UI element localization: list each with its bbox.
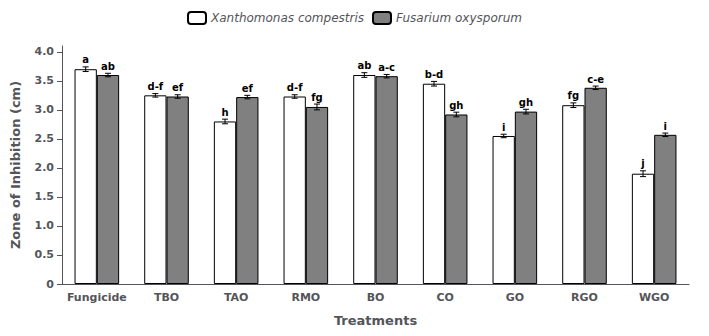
svg-text:2.0: 2.0 <box>35 161 55 174</box>
svg-text:Zone of Inhibition (cm): Zone of Inhibition (cm) <box>8 81 23 249</box>
svg-text:1.0: 1.0 <box>35 219 55 232</box>
svg-text:2.5: 2.5 <box>35 132 55 145</box>
svg-text:d-f: d-f <box>148 81 164 92</box>
svg-text:b-d: b-d <box>425 69 443 80</box>
svg-text:3.0: 3.0 <box>35 103 55 116</box>
svg-text:3.5: 3.5 <box>35 74 55 87</box>
svg-text:fg: fg <box>311 92 323 103</box>
svg-text:RGO: RGO <box>571 291 598 304</box>
svg-text:fg: fg <box>568 90 580 101</box>
svg-text:Treatments: Treatments <box>334 313 417 328</box>
svg-text:TBO: TBO <box>154 291 179 304</box>
svg-text:h: h <box>221 107 228 118</box>
svg-text:0.5: 0.5 <box>35 248 55 261</box>
svg-text:GO: GO <box>506 291 524 304</box>
svg-text:j: j <box>640 158 644 169</box>
svg-text:Fusarium oxysporum: Fusarium oxysporum <box>396 11 522 25</box>
svg-text:ab: ab <box>101 61 115 72</box>
svg-text:ab: ab <box>357 60 371 71</box>
svg-text:i: i <box>502 122 505 133</box>
svg-text:gh: gh <box>519 97 533 108</box>
svg-text:a-c: a-c <box>378 62 395 73</box>
svg-text:CO: CO <box>436 291 453 304</box>
svg-text:gh: gh <box>449 100 463 111</box>
svg-text:TAO: TAO <box>224 291 249 304</box>
svg-text:WGO: WGO <box>639 291 670 304</box>
svg-text:0: 0 <box>46 278 54 291</box>
svg-text:a: a <box>82 54 89 65</box>
svg-text:d-f: d-f <box>287 82 303 93</box>
svg-text:ef: ef <box>242 83 254 94</box>
svg-text:BO: BO <box>367 291 385 304</box>
svg-text:Fungicide: Fungicide <box>67 291 127 304</box>
svg-text:i: i <box>664 121 667 132</box>
svg-text:c-e: c-e <box>587 74 604 85</box>
svg-text:4.0: 4.0 <box>35 45 55 58</box>
svg-text:ef: ef <box>172 82 184 93</box>
svg-text:Xanthomonas compestris: Xanthomonas compestris <box>210 11 364 25</box>
svg-text:RMO: RMO <box>291 291 320 304</box>
svg-text:1.5: 1.5 <box>35 190 55 203</box>
